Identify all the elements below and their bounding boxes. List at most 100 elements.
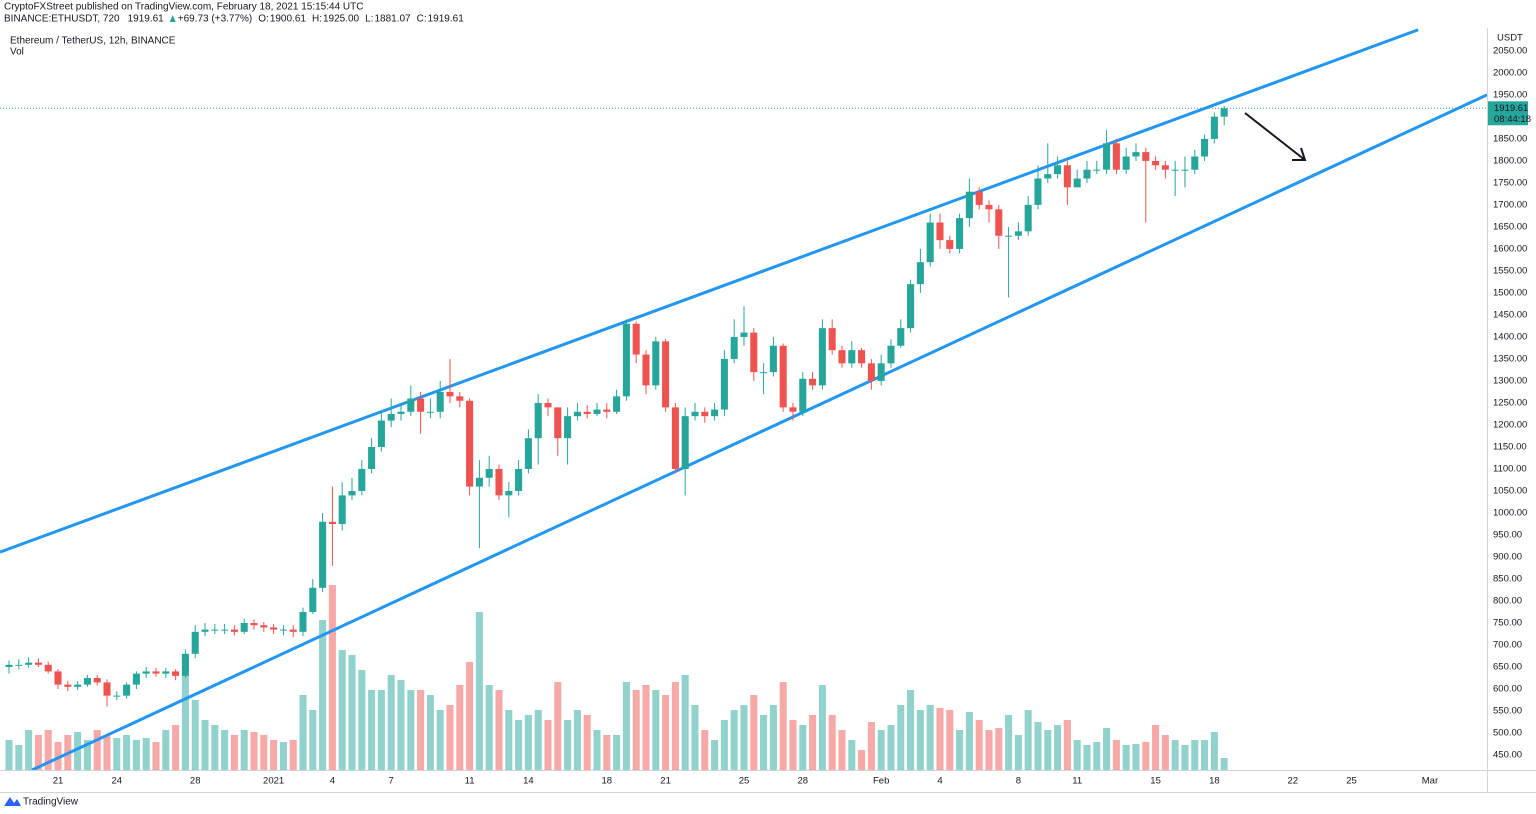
y-tick-label: 1750.00 — [1493, 177, 1527, 188]
candle-body — [965, 191, 973, 219]
volume-bar — [515, 720, 523, 770]
x-tick-label: 28 — [190, 776, 201, 787]
volume-bar — [877, 730, 885, 770]
y-tick-label: 1550.00 — [1493, 265, 1527, 276]
volume-bar — [1093, 742, 1101, 770]
volume-bar — [211, 725, 219, 770]
candle-body — [1044, 174, 1052, 179]
y-tick-label: 1650.00 — [1493, 221, 1527, 232]
candle-body — [289, 629, 297, 632]
volume-bar — [965, 712, 973, 770]
candle-body — [701, 411, 709, 417]
candle-body — [1093, 169, 1101, 171]
candle-body — [995, 209, 1003, 236]
y-tick-label: 1450.00 — [1493, 309, 1527, 320]
candle-body — [1210, 116, 1218, 139]
x-tick-label: 7 — [389, 776, 394, 787]
candle-body — [848, 350, 856, 364]
volume-bar — [230, 735, 238, 770]
volume-bar — [1142, 742, 1150, 770]
candle-body — [1073, 178, 1081, 188]
y-tick-label: 1300.00 — [1493, 375, 1527, 386]
y-tick-label: 1050.00 — [1493, 485, 1527, 496]
volume-bar — [1201, 740, 1209, 770]
volume-bar — [1161, 735, 1169, 770]
volume-bar — [309, 710, 317, 770]
candle-body — [15, 664, 23, 666]
y-tick-label: 2050.00 — [1493, 45, 1527, 56]
candle-body — [221, 629, 229, 631]
header-change: +69.73 (+3.77%) — [178, 14, 253, 25]
volume-bar — [975, 720, 983, 770]
volume-bar — [456, 685, 464, 770]
candle-body — [681, 416, 689, 469]
arrow-head — [1292, 147, 1307, 161]
countdown-label: 08:44:18 — [1494, 114, 1531, 125]
volume-bar — [417, 690, 425, 770]
x-tick-label: 28 — [797, 776, 808, 787]
logo-icon — [4, 797, 16, 806]
candle-body — [1201, 138, 1209, 157]
volume-bar — [1152, 725, 1160, 770]
volume-bar — [740, 705, 748, 770]
volume-bar — [1132, 744, 1140, 770]
candle-body — [632, 323, 640, 355]
volume-bar — [652, 690, 660, 770]
candle-body — [799, 378, 807, 412]
candle-body — [916, 262, 924, 285]
y-tick-label: 1200.00 — [1493, 419, 1527, 430]
volume-bar — [632, 690, 640, 770]
volume-bar — [289, 740, 297, 770]
ohlc-value: 1881.07 — [374, 14, 411, 25]
candle-body — [1132, 152, 1140, 157]
candle-body — [309, 587, 317, 613]
candle-body — [515, 468, 523, 491]
candle-body — [485, 468, 493, 478]
candle-body — [377, 420, 385, 447]
x-tick-label: 15 — [1150, 776, 1161, 787]
volume-bar — [907, 690, 915, 770]
candle-body — [181, 653, 189, 676]
tradingview-logo[interactable]: TradingView — [4, 797, 79, 808]
candle-body — [544, 402, 552, 408]
candle-body — [93, 678, 101, 683]
volume-bar — [956, 730, 964, 770]
candle-body — [789, 407, 797, 412]
volume-bar — [642, 685, 650, 770]
candle-body — [1034, 178, 1042, 205]
volume-bar — [1024, 710, 1032, 770]
candle-body — [691, 411, 699, 417]
candle-body — [711, 409, 719, 417]
candle-body — [64, 684, 72, 687]
volume-bar — [534, 710, 542, 770]
candle-body — [936, 222, 944, 241]
candle-body — [897, 328, 905, 346]
candle-body — [760, 372, 768, 374]
candle-body — [975, 191, 983, 205]
candle-body — [818, 328, 826, 386]
trend-line — [0, 28, 1419, 554]
ohlc-label: C: — [417, 14, 427, 25]
volume-bar — [338, 650, 346, 770]
y-tick-label: 1000.00 — [1493, 508, 1527, 519]
volume-bar — [524, 715, 532, 770]
logo-icon — [12, 799, 21, 806]
volume-bar — [495, 690, 503, 770]
volume-bar — [93, 730, 101, 770]
volume-bar — [1044, 730, 1052, 770]
volume-bar — [760, 715, 768, 770]
candle-body — [1024, 204, 1032, 232]
candle-body — [123, 684, 131, 696]
volume-bar — [348, 655, 356, 770]
candle-body — [652, 341, 660, 386]
candle-body — [152, 671, 160, 674]
y-tick-label: 450.00 — [1493, 750, 1522, 761]
volume-bar — [358, 670, 366, 770]
volume-bar — [789, 720, 797, 770]
candle-body — [887, 345, 895, 364]
x-tick-label: 25 — [1346, 776, 1357, 787]
volume-bar — [622, 682, 630, 770]
volume-bar — [250, 732, 258, 770]
volume-bar — [750, 695, 758, 770]
